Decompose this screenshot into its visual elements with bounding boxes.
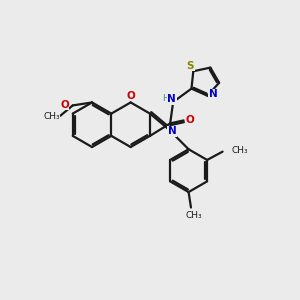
Text: O: O xyxy=(126,91,135,101)
Text: N: N xyxy=(209,89,218,99)
Text: S: S xyxy=(187,61,194,71)
Text: N: N xyxy=(168,126,176,136)
Text: O: O xyxy=(186,115,194,125)
Text: CH₃: CH₃ xyxy=(43,112,60,121)
Text: N: N xyxy=(167,94,176,104)
Text: H: H xyxy=(162,94,169,103)
Text: CH₃: CH₃ xyxy=(185,211,202,220)
Text: O: O xyxy=(60,100,69,110)
Text: CH₃: CH₃ xyxy=(232,146,248,154)
